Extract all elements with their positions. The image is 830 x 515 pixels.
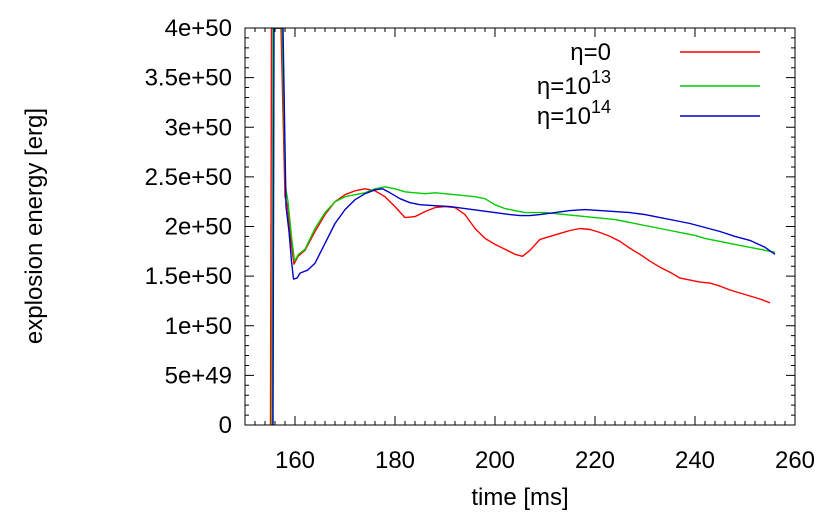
x-axis-label: time [ms] — [471, 484, 568, 511]
legend-label-1: η=1013 — [537, 67, 611, 100]
y-tick-label: 1.5e+50 — [145, 263, 232, 290]
y-tick-label: 3e+50 — [165, 114, 232, 141]
axis-ticks — [245, 27, 796, 426]
tick-marks — [245, 27, 796, 426]
y-axis-label: explosion energy [erg] — [21, 108, 48, 344]
y-tick-labels: 0 5e+49 1e+50 1.5e+50 2e+50 2.5e+50 3e+50 3.5e+… — [145, 15, 232, 439]
plot-frame — [244, 27, 796, 426]
series-line-0 — [269, 28, 771, 425]
y-tick-label: 1e+50 — [165, 313, 232, 340]
x-tick-label: 160 — [275, 447, 315, 474]
x-tick-label: 200 — [475, 447, 515, 474]
x-tick-label: 260 — [775, 447, 815, 474]
x-tick-label: 220 — [575, 447, 615, 474]
legend-label-2: η=1014 — [537, 97, 611, 130]
plot-content — [269, 28, 776, 425]
legend-label-0: η=0 — [570, 39, 611, 66]
x-tick-labels: 160 180 200 220 240 260 — [275, 447, 815, 474]
x-tick-label: 240 — [675, 447, 715, 474]
y-tick-label: 5e+49 — [165, 362, 232, 389]
y-tick-label: 0 — [219, 412, 232, 439]
series-line-2 — [272, 28, 776, 425]
y-tick-label: 2.5e+50 — [145, 164, 232, 191]
y-tick-label: 3.5e+50 — [145, 65, 232, 92]
y-tick-label: 4e+50 — [165, 15, 232, 42]
y-tick-label: 2e+50 — [165, 214, 232, 241]
series-line-1 — [271, 28, 776, 425]
x-tick-label: 180 — [375, 447, 415, 474]
